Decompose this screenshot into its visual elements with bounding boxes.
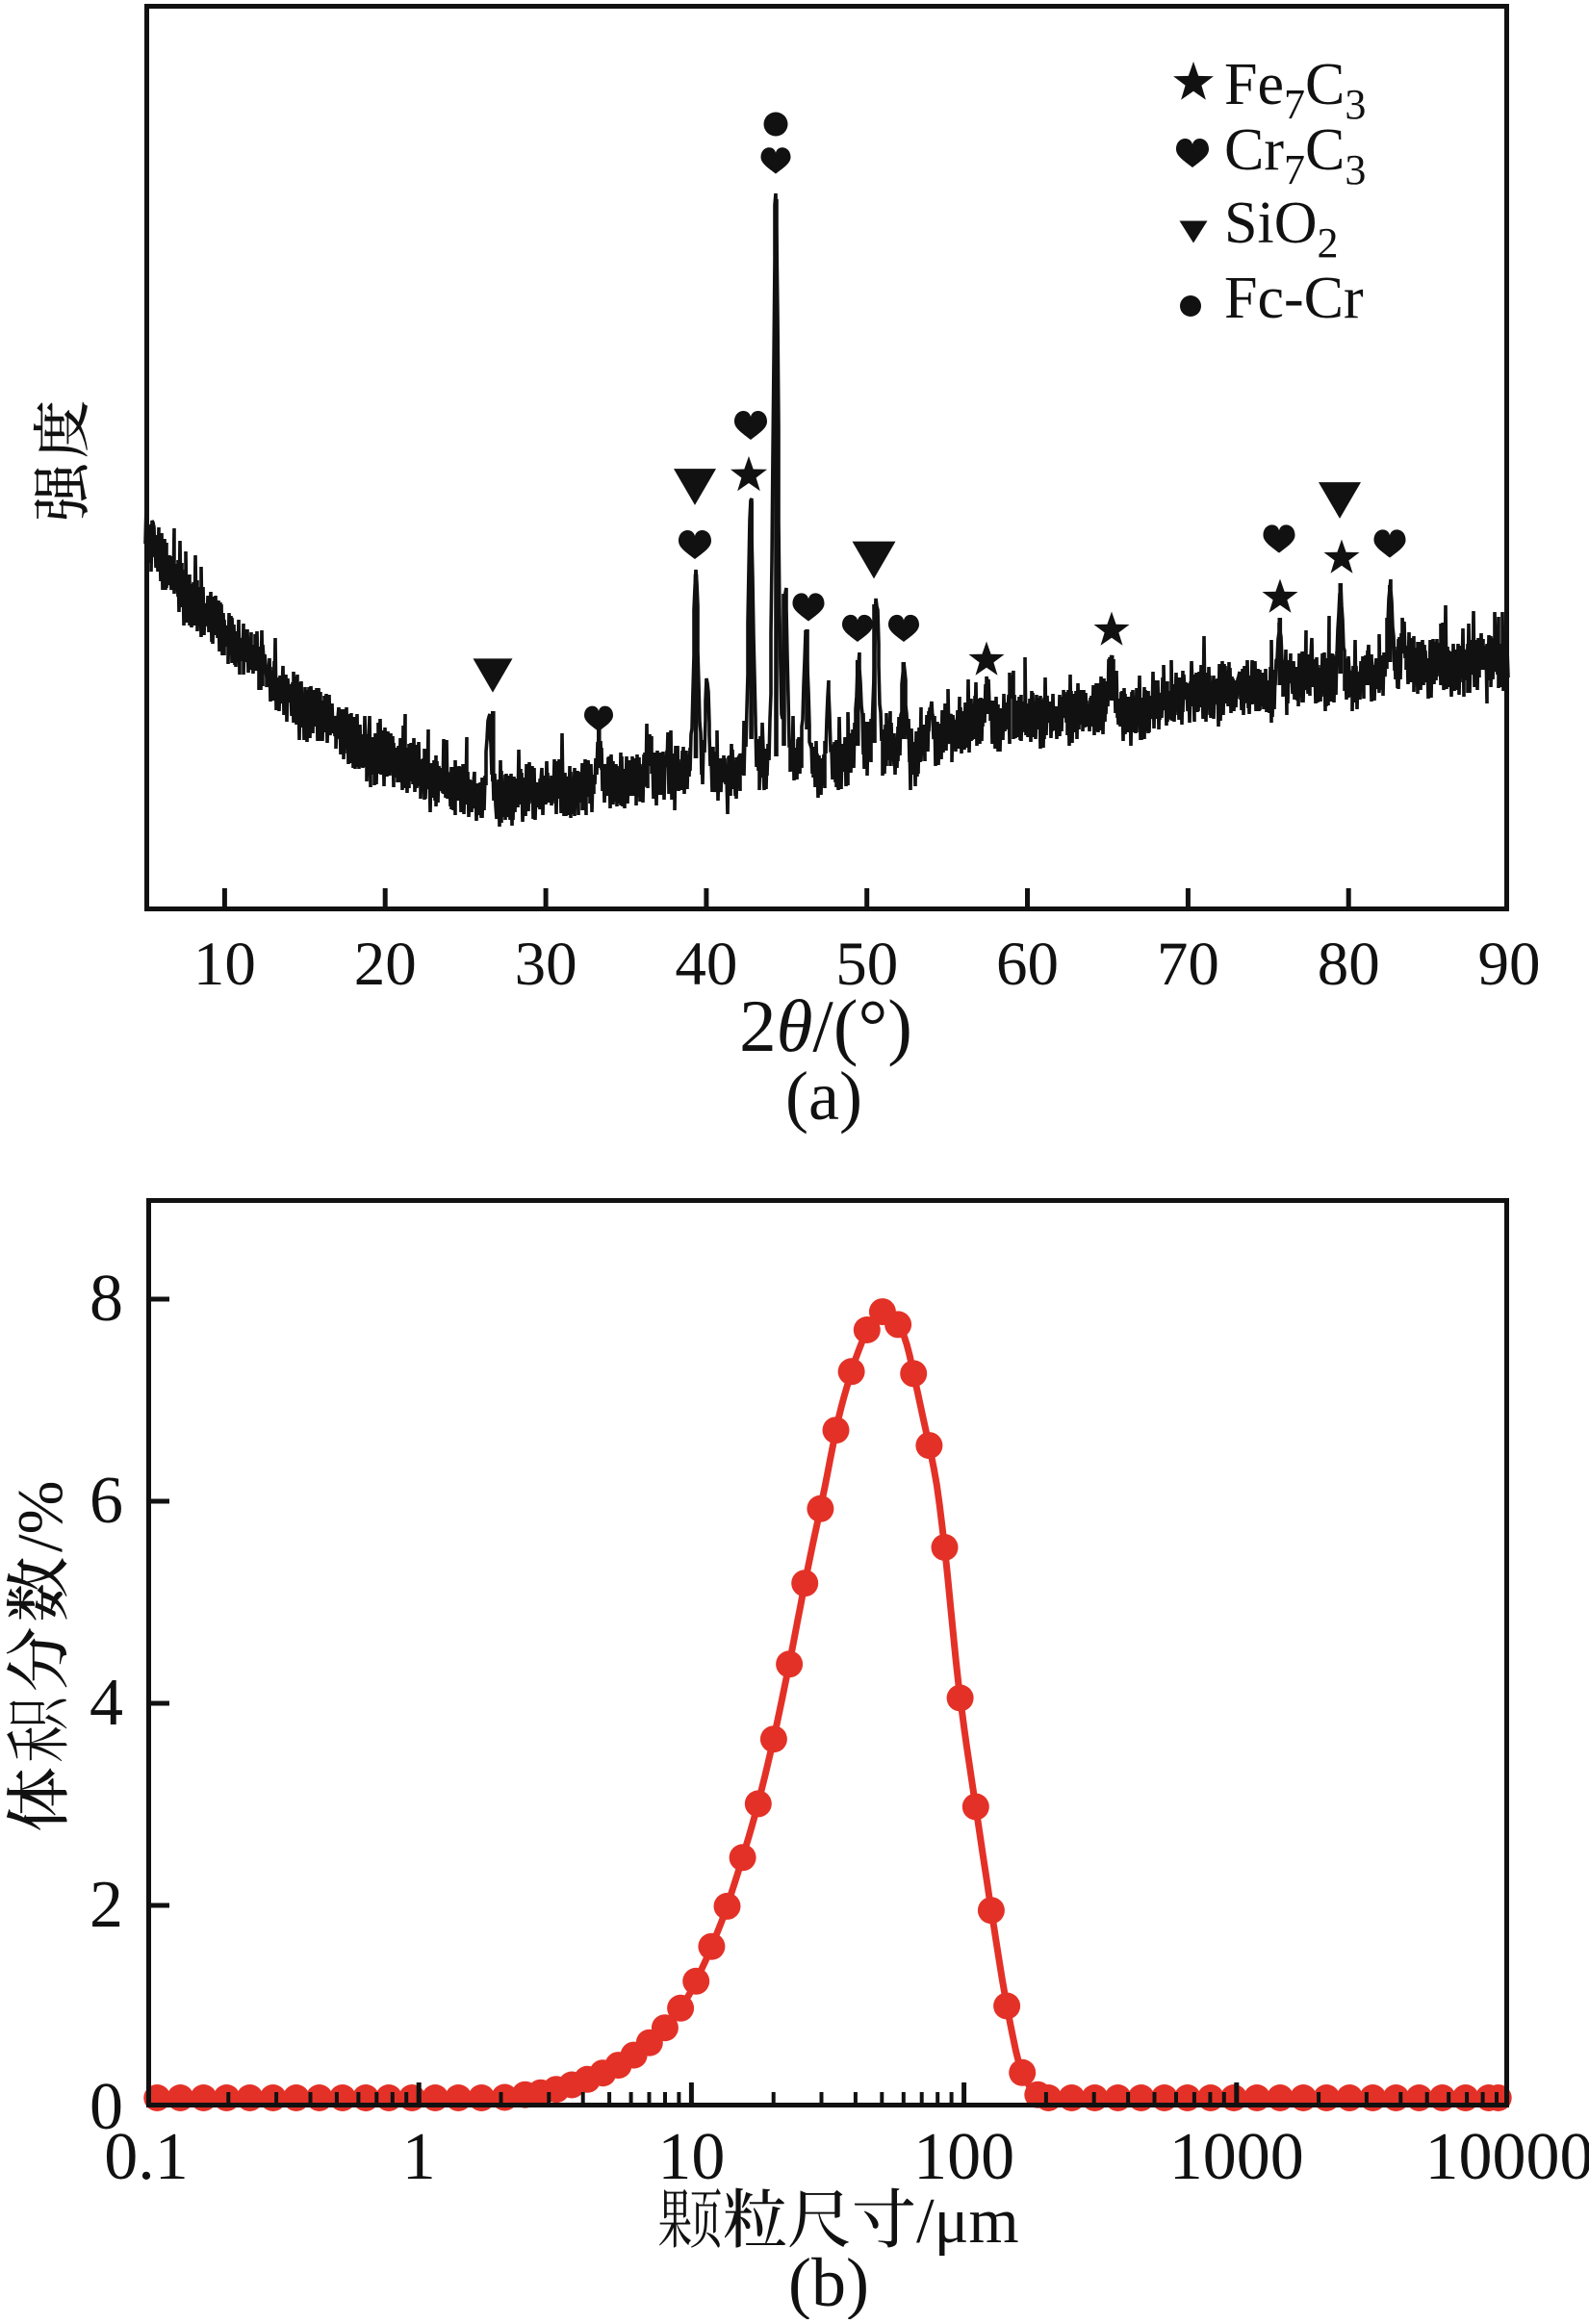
svg-text:70: 70 [1157,930,1219,999]
svg-text:80: 80 [1318,930,1380,999]
svg-text:60: 60 [996,930,1059,999]
svg-text:2: 2 [90,1868,123,1942]
svg-text:30: 30 [515,930,577,999]
svg-text:10000: 10000 [1425,2120,1589,2194]
svg-text:6: 6 [90,1464,123,1538]
svg-text:1000: 1000 [1169,2120,1304,2194]
svg-text:/μm: /μm [916,2185,1019,2257]
svg-text:10: 10 [657,2120,725,2194]
svg-text:90: 90 [1478,930,1541,999]
svg-text:1: 1 [402,2120,436,2194]
svg-text:2θ/(°): 2θ/(°) [739,984,912,1067]
svg-text:4: 4 [90,1666,123,1740]
svg-text:(a): (a) [785,1058,862,1135]
svg-text:/%: /% [5,1481,76,1552]
svg-text:100: 100 [913,2120,1014,2194]
svg-text:20: 20 [354,930,417,999]
svg-text:40: 40 [675,930,737,999]
svg-text:Fc-Cr: Fc-Cr [1224,266,1364,331]
svg-text:0.1: 0.1 [104,2120,189,2194]
svg-text:(b): (b) [788,2244,869,2319]
svg-text:10: 10 [193,930,256,999]
svg-text:8: 8 [90,1262,123,1336]
